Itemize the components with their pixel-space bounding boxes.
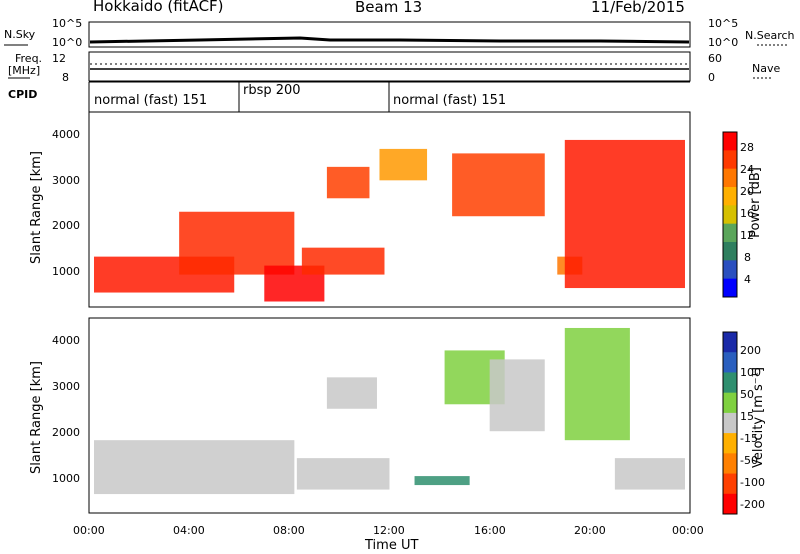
beam-title: Beam 13 xyxy=(355,0,423,16)
xtick-2: 08:00 xyxy=(273,524,305,537)
nsky-label: N.Sky xyxy=(4,28,36,41)
velocity-colorbar-swatch-8 xyxy=(723,473,737,495)
velocity-colorbar xyxy=(722,331,738,515)
velocity-colorbar-frame xyxy=(722,331,738,515)
xlabel: Time UT xyxy=(365,538,419,553)
date-title: 11/Feb/2015 xyxy=(591,0,685,16)
velocity-feature-3 xyxy=(326,377,377,409)
velocity-ytick-4000: 4000 xyxy=(52,334,80,347)
velocity-colorbar-swatch-6 xyxy=(723,433,737,454)
power-colorbar-swatch-9 xyxy=(723,278,737,298)
velocity-cbar-tick-neg15: -15 xyxy=(740,432,758,445)
velocity-heatmap xyxy=(94,327,685,495)
nave-label: Nave xyxy=(752,62,781,75)
velocity-ytick-3000: 3000 xyxy=(52,380,80,393)
power-colorbar-swatch-1 xyxy=(723,132,737,151)
nsky-tick-bottom-left: 10^0 xyxy=(52,36,83,49)
velocity-feature-5 xyxy=(489,359,545,432)
cpid-segment-3: normal (fast) 151 xyxy=(393,93,507,108)
cpid-label: CPID xyxy=(8,88,38,101)
power-cbar-tick-24: 24 xyxy=(740,163,754,176)
velocity-cbar-tick-200: 200 xyxy=(740,344,761,357)
freq-tick-top-left: 12 xyxy=(52,52,66,65)
xtick-0: 00:00 xyxy=(73,524,105,537)
velocity-cbar-tick-15: 15 xyxy=(740,410,754,423)
velocity-colorbar-swatch-1 xyxy=(723,332,737,353)
velocity-feature-8 xyxy=(414,476,470,486)
power-feature-2 xyxy=(179,211,295,275)
power-cbar-tick-28: 28 xyxy=(740,141,754,154)
nsky-tick-bottom-right: 10^0 xyxy=(708,36,739,49)
freq-tick-bottom-left: 8 xyxy=(62,71,69,84)
power-cbar-tick-8: 8 xyxy=(744,251,751,264)
power-cbar-tick-12: 12 xyxy=(740,229,754,242)
power-feature-7 xyxy=(452,153,545,217)
power-colorbar-swatch-6 xyxy=(723,223,737,243)
power-colorbar xyxy=(722,131,738,298)
power-heatmap xyxy=(94,139,685,302)
power-colorbar-swatch-7 xyxy=(723,242,737,261)
xtick-3: 12:00 xyxy=(373,524,405,537)
power-cbar-tick-20: 20 xyxy=(740,185,754,198)
velocity-feature-7 xyxy=(614,458,685,490)
power-colorbar-swatch-4 xyxy=(723,187,737,206)
power-colorbar-swatch-8 xyxy=(723,260,737,280)
velocity-colorbar-swatch-4 xyxy=(723,392,737,414)
xtick-6: 00:00 xyxy=(672,524,704,537)
velocity-colorbar-swatch-9 xyxy=(723,493,737,515)
power-cbar-tick-4: 4 xyxy=(744,273,751,286)
velocity-colorbar-swatch-7 xyxy=(723,453,737,475)
velocity-ytick-1000: 1000 xyxy=(52,472,80,485)
power-colorbar-swatch-2 xyxy=(723,150,737,170)
nsky-panel-frame xyxy=(88,21,691,48)
xtick-1: 04:00 xyxy=(173,524,205,537)
nsky-tick-top-left: 10^5 xyxy=(52,17,83,30)
cpid-segment-1: normal (fast) 151 xyxy=(94,93,208,108)
nsearch-label: N.Search xyxy=(745,29,795,42)
velocity-colorbar-swatch-5 xyxy=(723,412,737,434)
velocity-feature-6 xyxy=(564,327,630,441)
cpid-segment-2: rbsp 200 xyxy=(243,83,301,98)
velocity-cbar-tick-neg50: -50 xyxy=(740,454,758,467)
power-cbar-tick-16: 16 xyxy=(740,207,754,220)
power-colorbar-swatch-3 xyxy=(723,168,737,188)
freq-tick-bottom-right: 0 xyxy=(708,71,715,84)
power-colorbar-frame xyxy=(722,131,738,298)
station-title: Hokkaido (fitACF) xyxy=(93,0,224,15)
power-ytick-2000: 2000 xyxy=(52,219,80,232)
power-feature-5 xyxy=(326,166,370,199)
velocity-colorbar-swatch-2 xyxy=(723,352,737,373)
nsky-tick-top-right: 10^5 xyxy=(708,17,739,30)
power-colorbar-swatch-5 xyxy=(723,205,737,225)
velocity-cbar-tick-neg100: -100 xyxy=(740,476,765,489)
velocity-cbar-tick-100: 100 xyxy=(740,366,761,379)
freq-label: Freq. xyxy=(15,52,43,65)
velocity-colorbar-swatch-3 xyxy=(723,372,737,394)
power-feature-9 xyxy=(564,139,685,289)
velocity-feature-2 xyxy=(296,458,390,490)
freq-panel-frame xyxy=(88,51,691,82)
xtick-5: 20:00 xyxy=(574,524,606,537)
velocity-cbar-tick-neg200: -200 xyxy=(740,498,765,511)
velocity-feature-1 xyxy=(94,440,295,495)
freq-unit-label: [MHz] xyxy=(8,64,41,77)
freq-tick-top-right: 60 xyxy=(708,52,722,65)
power-ytick-4000: 4000 xyxy=(52,128,80,141)
velocity-ytick-2000: 2000 xyxy=(52,426,80,439)
power-ytick-1000: 1000 xyxy=(52,265,80,278)
nsky-trace xyxy=(89,36,690,44)
velocity-cbar-tick-50: 50 xyxy=(740,388,754,401)
power-ytick-3000: 3000 xyxy=(52,174,80,187)
xtick-4: 16:00 xyxy=(474,524,506,537)
power-feature-4 xyxy=(301,247,385,275)
power-feature-6 xyxy=(379,148,428,181)
